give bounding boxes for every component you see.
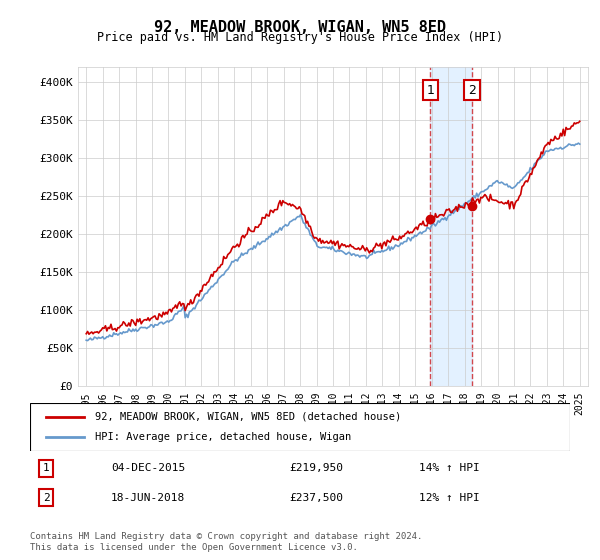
Text: 18-JUN-2018: 18-JUN-2018 bbox=[111, 493, 185, 503]
Text: £219,950: £219,950 bbox=[289, 463, 343, 473]
Text: 1: 1 bbox=[427, 83, 434, 96]
Text: HPI: Average price, detached house, Wigan: HPI: Average price, detached house, Wiga… bbox=[95, 432, 351, 442]
Text: 92, MEADOW BROOK, WIGAN, WN5 8ED: 92, MEADOW BROOK, WIGAN, WN5 8ED bbox=[154, 20, 446, 35]
Text: Price paid vs. HM Land Registry's House Price Index (HPI): Price paid vs. HM Land Registry's House … bbox=[97, 31, 503, 44]
Text: Contains HM Land Registry data © Crown copyright and database right 2024.
This d: Contains HM Land Registry data © Crown c… bbox=[30, 532, 422, 552]
Text: 04-DEC-2015: 04-DEC-2015 bbox=[111, 463, 185, 473]
Text: £237,500: £237,500 bbox=[289, 493, 343, 503]
Text: 2: 2 bbox=[468, 83, 476, 96]
FancyBboxPatch shape bbox=[30, 403, 570, 451]
Text: 2: 2 bbox=[43, 493, 50, 503]
Text: 1: 1 bbox=[43, 463, 50, 473]
Bar bbox=[430, 67, 472, 386]
Text: 12% ↑ HPI: 12% ↑ HPI bbox=[419, 493, 479, 503]
Text: 92, MEADOW BROOK, WIGAN, WN5 8ED (detached house): 92, MEADOW BROOK, WIGAN, WN5 8ED (detach… bbox=[95, 412, 401, 422]
Text: 14% ↑ HPI: 14% ↑ HPI bbox=[419, 463, 479, 473]
